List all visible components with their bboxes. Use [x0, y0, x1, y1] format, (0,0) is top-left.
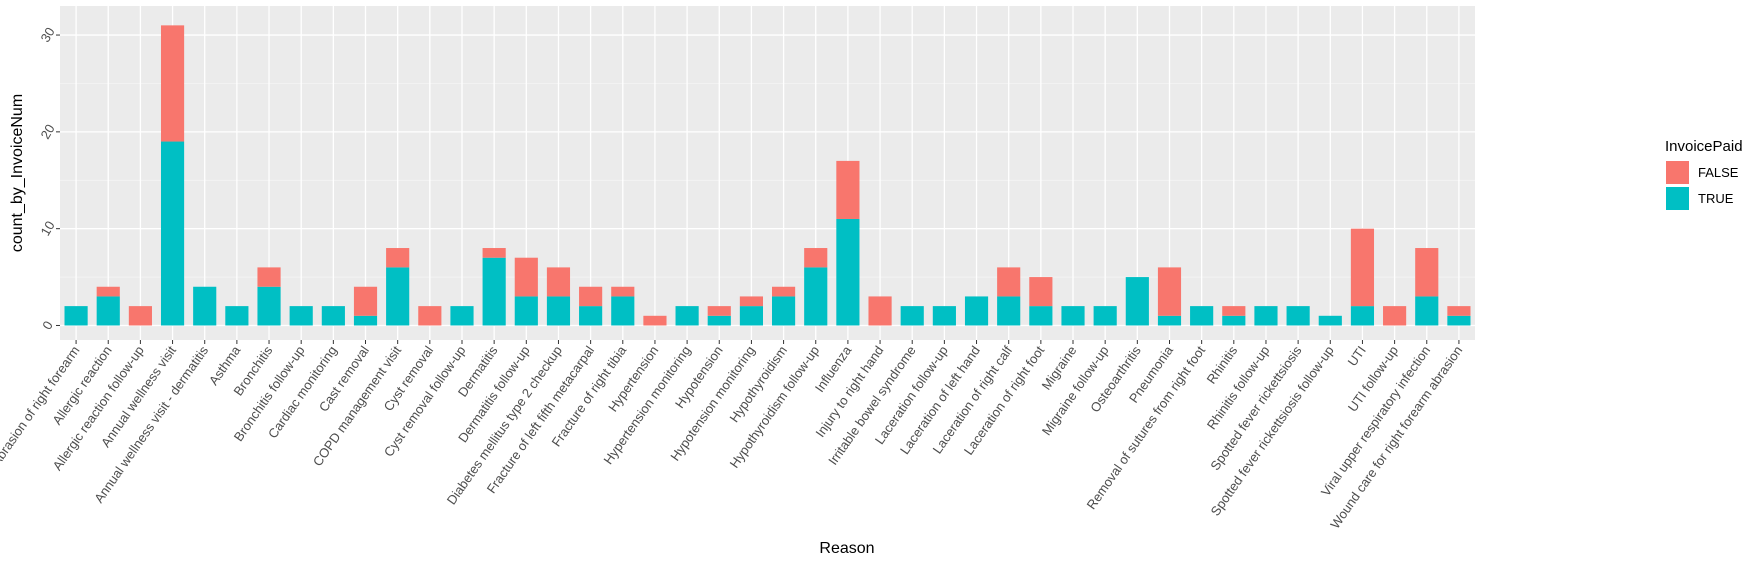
y-axis: 0 10 20 30 [37, 25, 60, 332]
bar-false [997, 267, 1021, 297]
bar-true [546, 296, 571, 326]
bar-true [1350, 306, 1375, 326]
bar-true [1125, 277, 1149, 326]
bar-true [482, 257, 506, 326]
bar-true [96, 296, 120, 326]
y-tick-label: 10 [37, 218, 57, 238]
bar-false [1029, 277, 1053, 307]
legend-label-true: TRUE [1698, 191, 1734, 206]
bar-true [900, 306, 924, 326]
bar-false [772, 286, 796, 297]
bar-true [1093, 306, 1117, 326]
legend-key-true [1666, 187, 1689, 210]
legend-key-false [1666, 161, 1689, 184]
bar-true [1415, 296, 1439, 326]
bar-false [386, 248, 410, 268]
bar-true [675, 306, 699, 326]
bar-false [96, 286, 120, 297]
bar-true [257, 286, 281, 326]
bar-false [739, 296, 763, 307]
x-tick-label: Wound care for right forearm abrasion [1327, 343, 1465, 531]
bar-true [1190, 306, 1214, 326]
bar-true [1447, 315, 1471, 326]
bar-false [514, 257, 538, 297]
grid-minor [60, 83, 1475, 278]
bar-true [321, 306, 345, 326]
bar-false [257, 267, 281, 287]
bar-false [482, 248, 506, 258]
bar-false [707, 306, 731, 316]
bar-true [611, 296, 635, 326]
bar-false [643, 315, 667, 326]
bar-false [1350, 228, 1375, 307]
bar-true [450, 306, 474, 326]
bar-true [932, 306, 956, 326]
bar-false [1447, 306, 1471, 316]
bar-true [193, 286, 217, 326]
bar-false [1157, 267, 1182, 316]
x-axis-title: Reason [819, 540, 874, 557]
legend: InvoicePaid FALSE TRUE [1665, 138, 1743, 210]
bar-true [739, 306, 763, 326]
y-tick-label: 20 [37, 122, 57, 142]
bar-false [128, 306, 152, 326]
bar-false [804, 248, 828, 268]
bar-true [160, 141, 185, 326]
bar-false [1415, 248, 1439, 297]
y-tick-label: 0 [39, 318, 56, 332]
plot-panel [60, 6, 1475, 340]
legend-title: InvoicePaid [1665, 138, 1743, 155]
x-tick-label: UTI [1345, 343, 1369, 369]
bar-true [997, 296, 1021, 326]
bar-true [1029, 306, 1053, 326]
bar-false [611, 286, 635, 297]
bar-true [225, 306, 249, 326]
bar-true [836, 218, 860, 326]
bar-true [353, 315, 378, 326]
bar-true [964, 296, 989, 326]
bar-true [1254, 306, 1278, 326]
bar-false [1383, 306, 1407, 326]
bar-true [1061, 306, 1085, 326]
bar-false [579, 286, 603, 307]
bar-false [418, 306, 442, 326]
bar-true [1318, 315, 1342, 326]
bar-true [804, 267, 828, 326]
bar-false [160, 25, 185, 142]
bar-false [546, 267, 571, 297]
bar-true [64, 306, 88, 326]
bar-true [707, 315, 731, 326]
bar-false [1222, 306, 1246, 316]
bar-false [836, 160, 860, 219]
bar-true [772, 296, 796, 326]
bar-true [1222, 315, 1246, 326]
bar-true [1157, 315, 1182, 326]
bar-true [386, 267, 410, 326]
bar-true [289, 306, 313, 326]
bar-false [868, 296, 892, 326]
bar-true [579, 306, 603, 326]
bar-true [1286, 306, 1310, 326]
y-axis-title: count_by_InvoiceNum [9, 94, 26, 252]
y-tick-label: 30 [37, 25, 57, 45]
bars [64, 25, 1471, 326]
bar-true [514, 296, 538, 326]
bar-false [353, 286, 378, 316]
legend-label-false: FALSE [1698, 165, 1739, 180]
